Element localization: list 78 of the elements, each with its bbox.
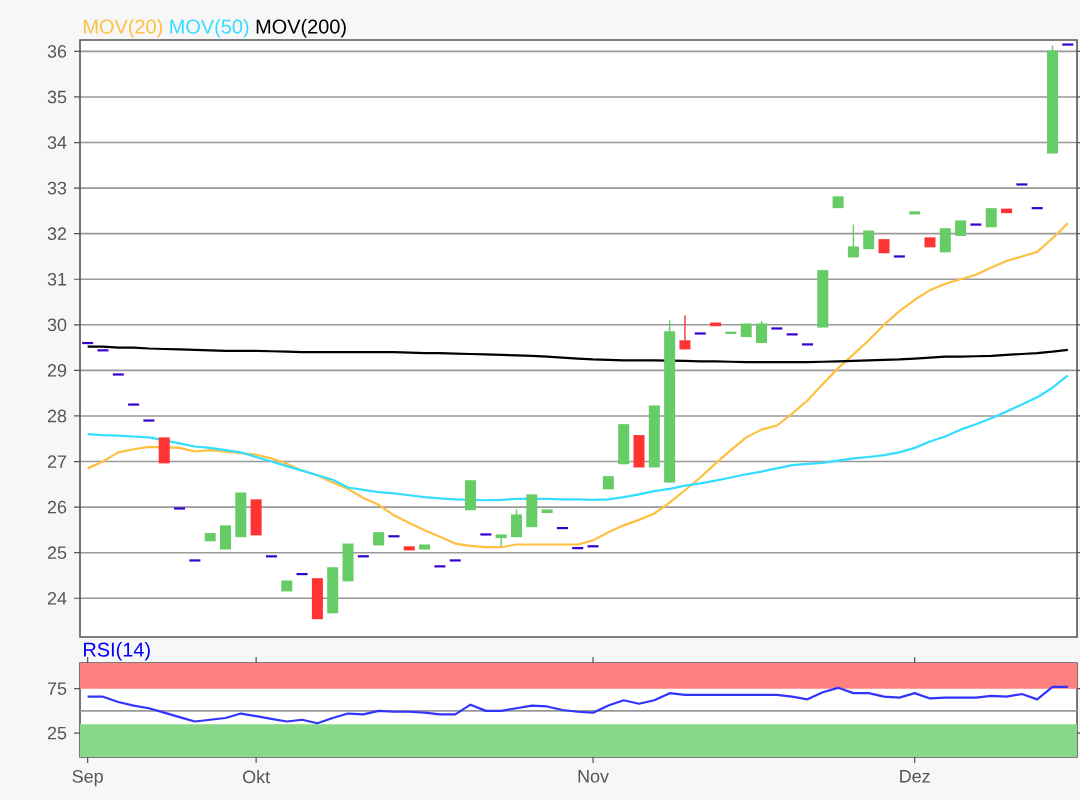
y-tick-label: 24 [47,591,67,605]
candlestick [419,544,431,550]
x-tick-label: Sep [72,770,103,787]
x-tick-label: Okt [243,770,270,784]
candlestick [526,494,538,528]
candlestick [1015,183,1029,186]
y-tick-label: 25 [47,726,67,740]
y-tick-label: 34 [47,136,67,149]
candlestick [679,314,691,351]
y-tick-label: 28 [47,409,67,423]
candlestick [770,327,784,330]
candlestick [356,555,370,558]
candlestick [740,323,752,338]
candlestick [479,533,493,536]
y-tick-label: 33 [47,181,67,195]
y-tick-label: 36 [47,45,67,58]
y-tick-label: 29 [47,364,67,377]
candlestick [81,341,95,345]
candlestick [633,435,645,468]
candlestick [281,580,293,592]
candlestick [448,559,462,562]
candlestick [586,545,600,548]
candlestick [878,239,890,254]
candlestick [1061,43,1075,46]
y-tick-label: 75 [47,682,67,695]
candlestick [250,499,262,536]
candlestick [295,573,309,576]
y-tick-label: 27 [47,455,67,468]
candlestick [510,508,522,538]
candlestick [541,509,553,514]
y-tick-label: 30 [47,318,67,332]
x-tick-label: Nov [578,770,609,783]
y-tick-label: 25 [47,546,67,560]
candlestick [1030,207,1044,210]
candlestick [618,424,630,465]
candlestick [648,405,660,468]
y-tick-label: 31 [47,272,67,286]
candlestick [969,223,983,226]
candlestick [817,270,829,328]
candlestick [985,208,997,228]
candlestick [924,237,936,248]
candlestick [373,532,385,546]
y-tick-label: 26 [47,500,67,514]
candlestick [909,211,921,215]
candlestick [571,547,585,550]
candlestick [111,373,125,376]
candlestick [342,543,354,582]
candlestick [188,559,202,562]
candlestick [142,419,156,422]
text: MOV(200) [256,19,346,38]
candlestick [311,578,323,620]
candlestick [204,533,216,542]
text: MOV(20) [84,19,162,38]
candlestick [847,223,859,259]
candlestick [387,535,401,538]
candlestick [219,525,232,550]
candlestick [96,349,110,352]
candlestick [939,228,951,253]
candlestick [403,546,415,551]
y-tick-label: 32 [47,227,67,241]
candlestick [863,230,875,250]
candlestick [433,565,447,568]
candlestick [495,533,507,547]
candlestick [158,437,170,464]
y-tick-label: 35 [47,90,67,104]
candlestick [693,332,707,335]
candlestick [602,476,614,490]
line-series [86,374,1069,502]
candlestick [892,255,906,258]
candlestick [465,480,477,511]
candlestick [955,220,967,236]
candlestick [832,196,844,209]
x-tick-label: Dez [900,770,930,783]
candlestick [785,333,799,336]
candlestick [327,567,339,614]
text: MOV(50) [170,19,249,38]
candlestick [235,492,247,538]
chart-title: RSI(14) [84,642,150,661]
